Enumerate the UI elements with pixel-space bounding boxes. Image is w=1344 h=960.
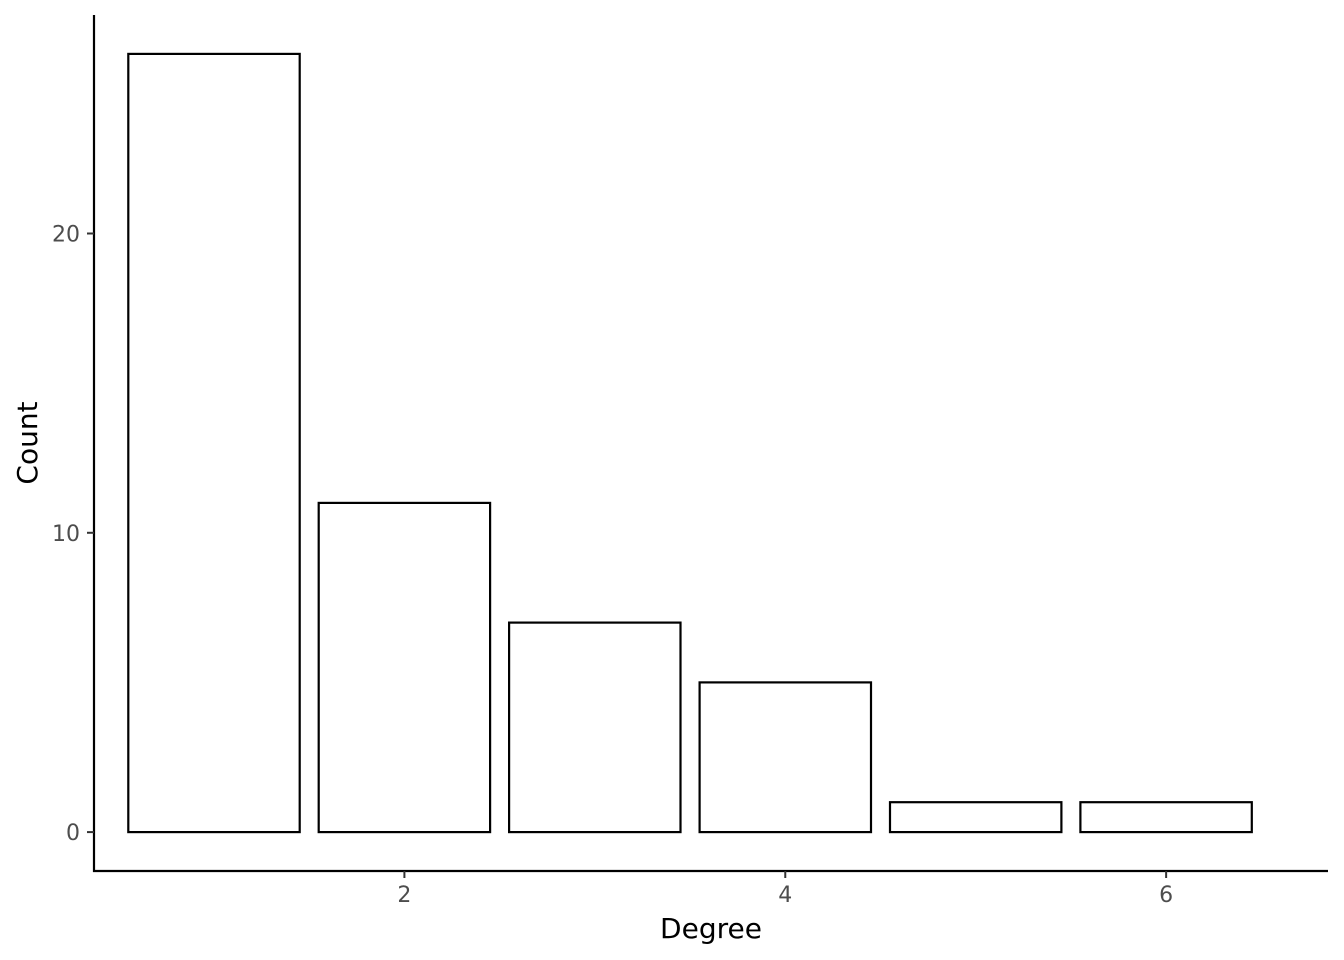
y-axis-title: Count: [11, 401, 44, 484]
bar-degree-6: [1079, 801, 1253, 834]
bar-degree-1: [127, 52, 301, 834]
bar-degree-2: [317, 501, 492, 834]
x-axis-title: Degree: [660, 912, 762, 945]
x-tick-label-6: 6: [1159, 883, 1173, 908]
bar-degree-3: [508, 621, 682, 834]
x-tick-label-4: 4: [778, 883, 792, 908]
y-tick-label-0: 0: [66, 821, 80, 846]
bars: [127, 52, 1253, 834]
bar-degree-4: [698, 681, 873, 834]
x-axis-ticks: 2 4 6: [397, 871, 1173, 908]
bar-degree-5: [888, 801, 1063, 834]
y-axis-ticks: 0 10 20: [52, 222, 94, 846]
x-tick-label-2: 2: [397, 883, 411, 908]
y-tick-label-20: 20: [52, 222, 80, 247]
y-tick-label-10: 10: [52, 522, 80, 547]
